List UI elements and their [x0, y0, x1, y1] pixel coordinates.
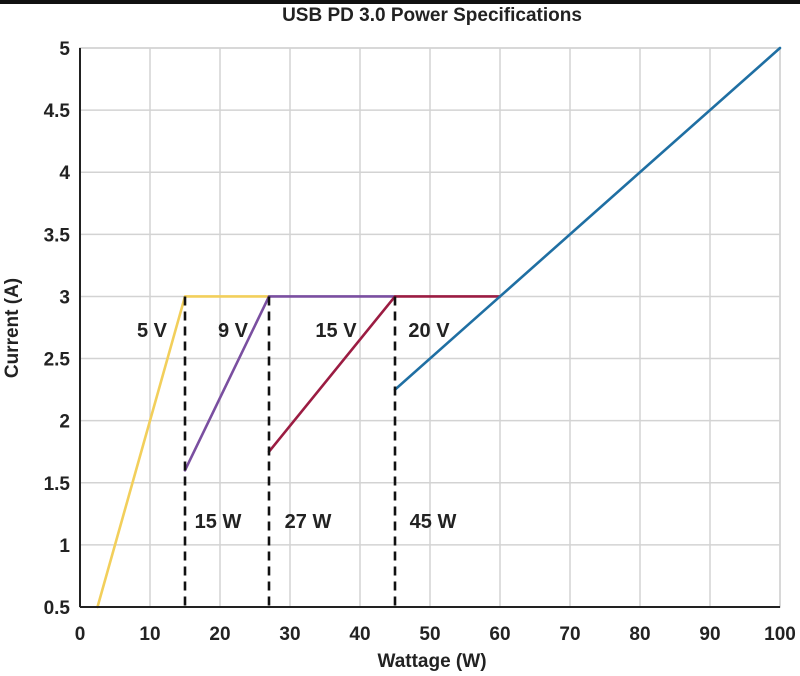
x-tick-label: 40	[349, 624, 370, 645]
y-tick-label: 1	[59, 536, 70, 557]
voltage-label: 15 V	[315, 320, 357, 342]
y-tick-label: 5	[59, 39, 70, 60]
x-tick-label: 20	[209, 624, 230, 645]
voltage-label: 5 V	[137, 320, 168, 342]
series-line-5v	[96, 295, 271, 609]
y-tick-label: 4.5	[44, 101, 71, 122]
y-axis-label: Current (A)	[2, 278, 23, 378]
axes: 0 10 20 30 40 50 60 70 80 90 100 0.5 1 1.5 2 2.5 3 3.5 4 4.…	[44, 39, 796, 645]
x-tick-label: 60	[489, 624, 510, 645]
annotations: 5 V 9 V 15 V 20 V 15 W 27 W 45 W	[137, 320, 456, 533]
wattage-label: 15 W	[195, 511, 242, 533]
x-tick-label: 70	[559, 624, 580, 645]
x-tick-label: 0	[75, 624, 86, 645]
grid	[79, 47, 781, 608]
y-tick-label: 4	[59, 163, 70, 184]
wattage-label: 27 W	[285, 511, 332, 533]
top-border	[0, 0, 800, 4]
x-tick-label: 90	[699, 624, 720, 645]
y-tick-label: 2.5	[44, 350, 71, 371]
series-line-20v	[393, 46, 782, 391]
y-tick-label: 3	[59, 287, 70, 308]
series-line-15v	[267, 295, 502, 454]
y-tick-label: 0.5	[44, 598, 71, 619]
voltage-label: 9 V	[218, 320, 249, 342]
x-tick-label: 10	[139, 624, 160, 645]
voltage-label: 20 V	[408, 320, 450, 342]
threshold-lines	[183, 296, 397, 607]
x-tick-label: 80	[629, 624, 650, 645]
x-tick-label: 30	[279, 624, 300, 645]
x-tick-label: 50	[419, 624, 440, 645]
y-tick-label: 1.5	[44, 474, 71, 495]
wattage-label: 45 W	[410, 511, 457, 533]
y-tick-label: 3.5	[44, 225, 71, 246]
chart-title: USB PD 3.0 Power Specifications	[282, 5, 582, 26]
x-axis-label: Wattage (W)	[377, 651, 486, 672]
x-tick-label: 100	[764, 624, 796, 645]
y-tick-label: 2	[59, 412, 70, 433]
